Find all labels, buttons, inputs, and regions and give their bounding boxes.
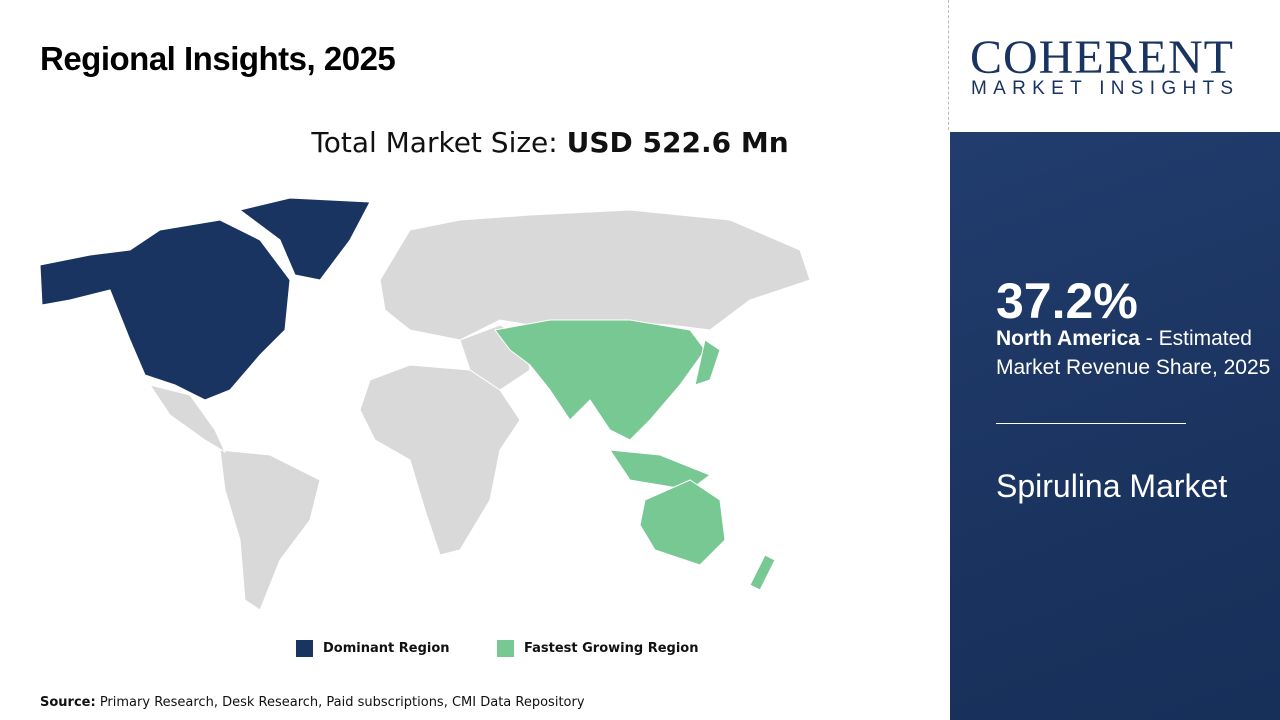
legend-dominant: Dominant Region xyxy=(296,640,450,657)
legend-swatch-dominant xyxy=(296,640,313,657)
share-region: North America xyxy=(996,327,1140,350)
share-value: 37.2% xyxy=(996,273,1138,329)
legend-swatch-fastest xyxy=(497,640,514,657)
total-value: USD 522.6 Mn xyxy=(566,126,789,159)
map-australia xyxy=(639,479,726,566)
map-japan xyxy=(694,339,721,386)
insight-panel: 37.2% North America - Estimated Market R… xyxy=(950,132,1280,720)
panel-divider xyxy=(996,423,1186,424)
divider xyxy=(948,0,949,130)
map-greenland xyxy=(238,197,371,281)
market-name: Spirulina Market xyxy=(996,468,1228,504)
logo-wordmark: COHERENT xyxy=(970,31,1234,84)
map-africa xyxy=(359,364,521,556)
source-note: Source: Primary Research, Desk Research,… xyxy=(40,695,585,710)
source-label: Source: xyxy=(40,695,96,710)
map-europe-russia xyxy=(379,209,811,341)
total-market-size: Total Market Size: USD 522.6 Mn xyxy=(0,126,1100,159)
logo-tagline: MARKET INSIGHTS xyxy=(971,78,1240,99)
legend-label: Dominant Region xyxy=(323,641,450,656)
legend-label: Fastest Growing Region xyxy=(524,641,699,656)
map-south-america xyxy=(219,449,321,611)
map-central-america xyxy=(148,384,227,454)
share-description: North America - Estimated Market Revenue… xyxy=(996,324,1271,382)
map-north-america xyxy=(39,219,291,401)
map-southeast-asia xyxy=(608,449,712,491)
fastest-region-shapes xyxy=(494,319,776,591)
page-title: Regional Insights, 2025 xyxy=(40,40,396,77)
map-asia xyxy=(494,319,706,441)
share-desc-text: - Estimated Market Revenue Share, 2025 xyxy=(996,327,1271,379)
map-new-zealand xyxy=(749,554,776,591)
total-label: Total Market Size: xyxy=(311,126,567,159)
company-logo: COHERENT MARKET INSIGHTS xyxy=(950,0,1280,132)
world-map xyxy=(39,197,811,611)
legend-fastest: Fastest Growing Region xyxy=(497,640,698,657)
dominant-region-shapes xyxy=(39,197,371,401)
source-text: Primary Research, Desk Research, Paid su… xyxy=(95,695,585,710)
